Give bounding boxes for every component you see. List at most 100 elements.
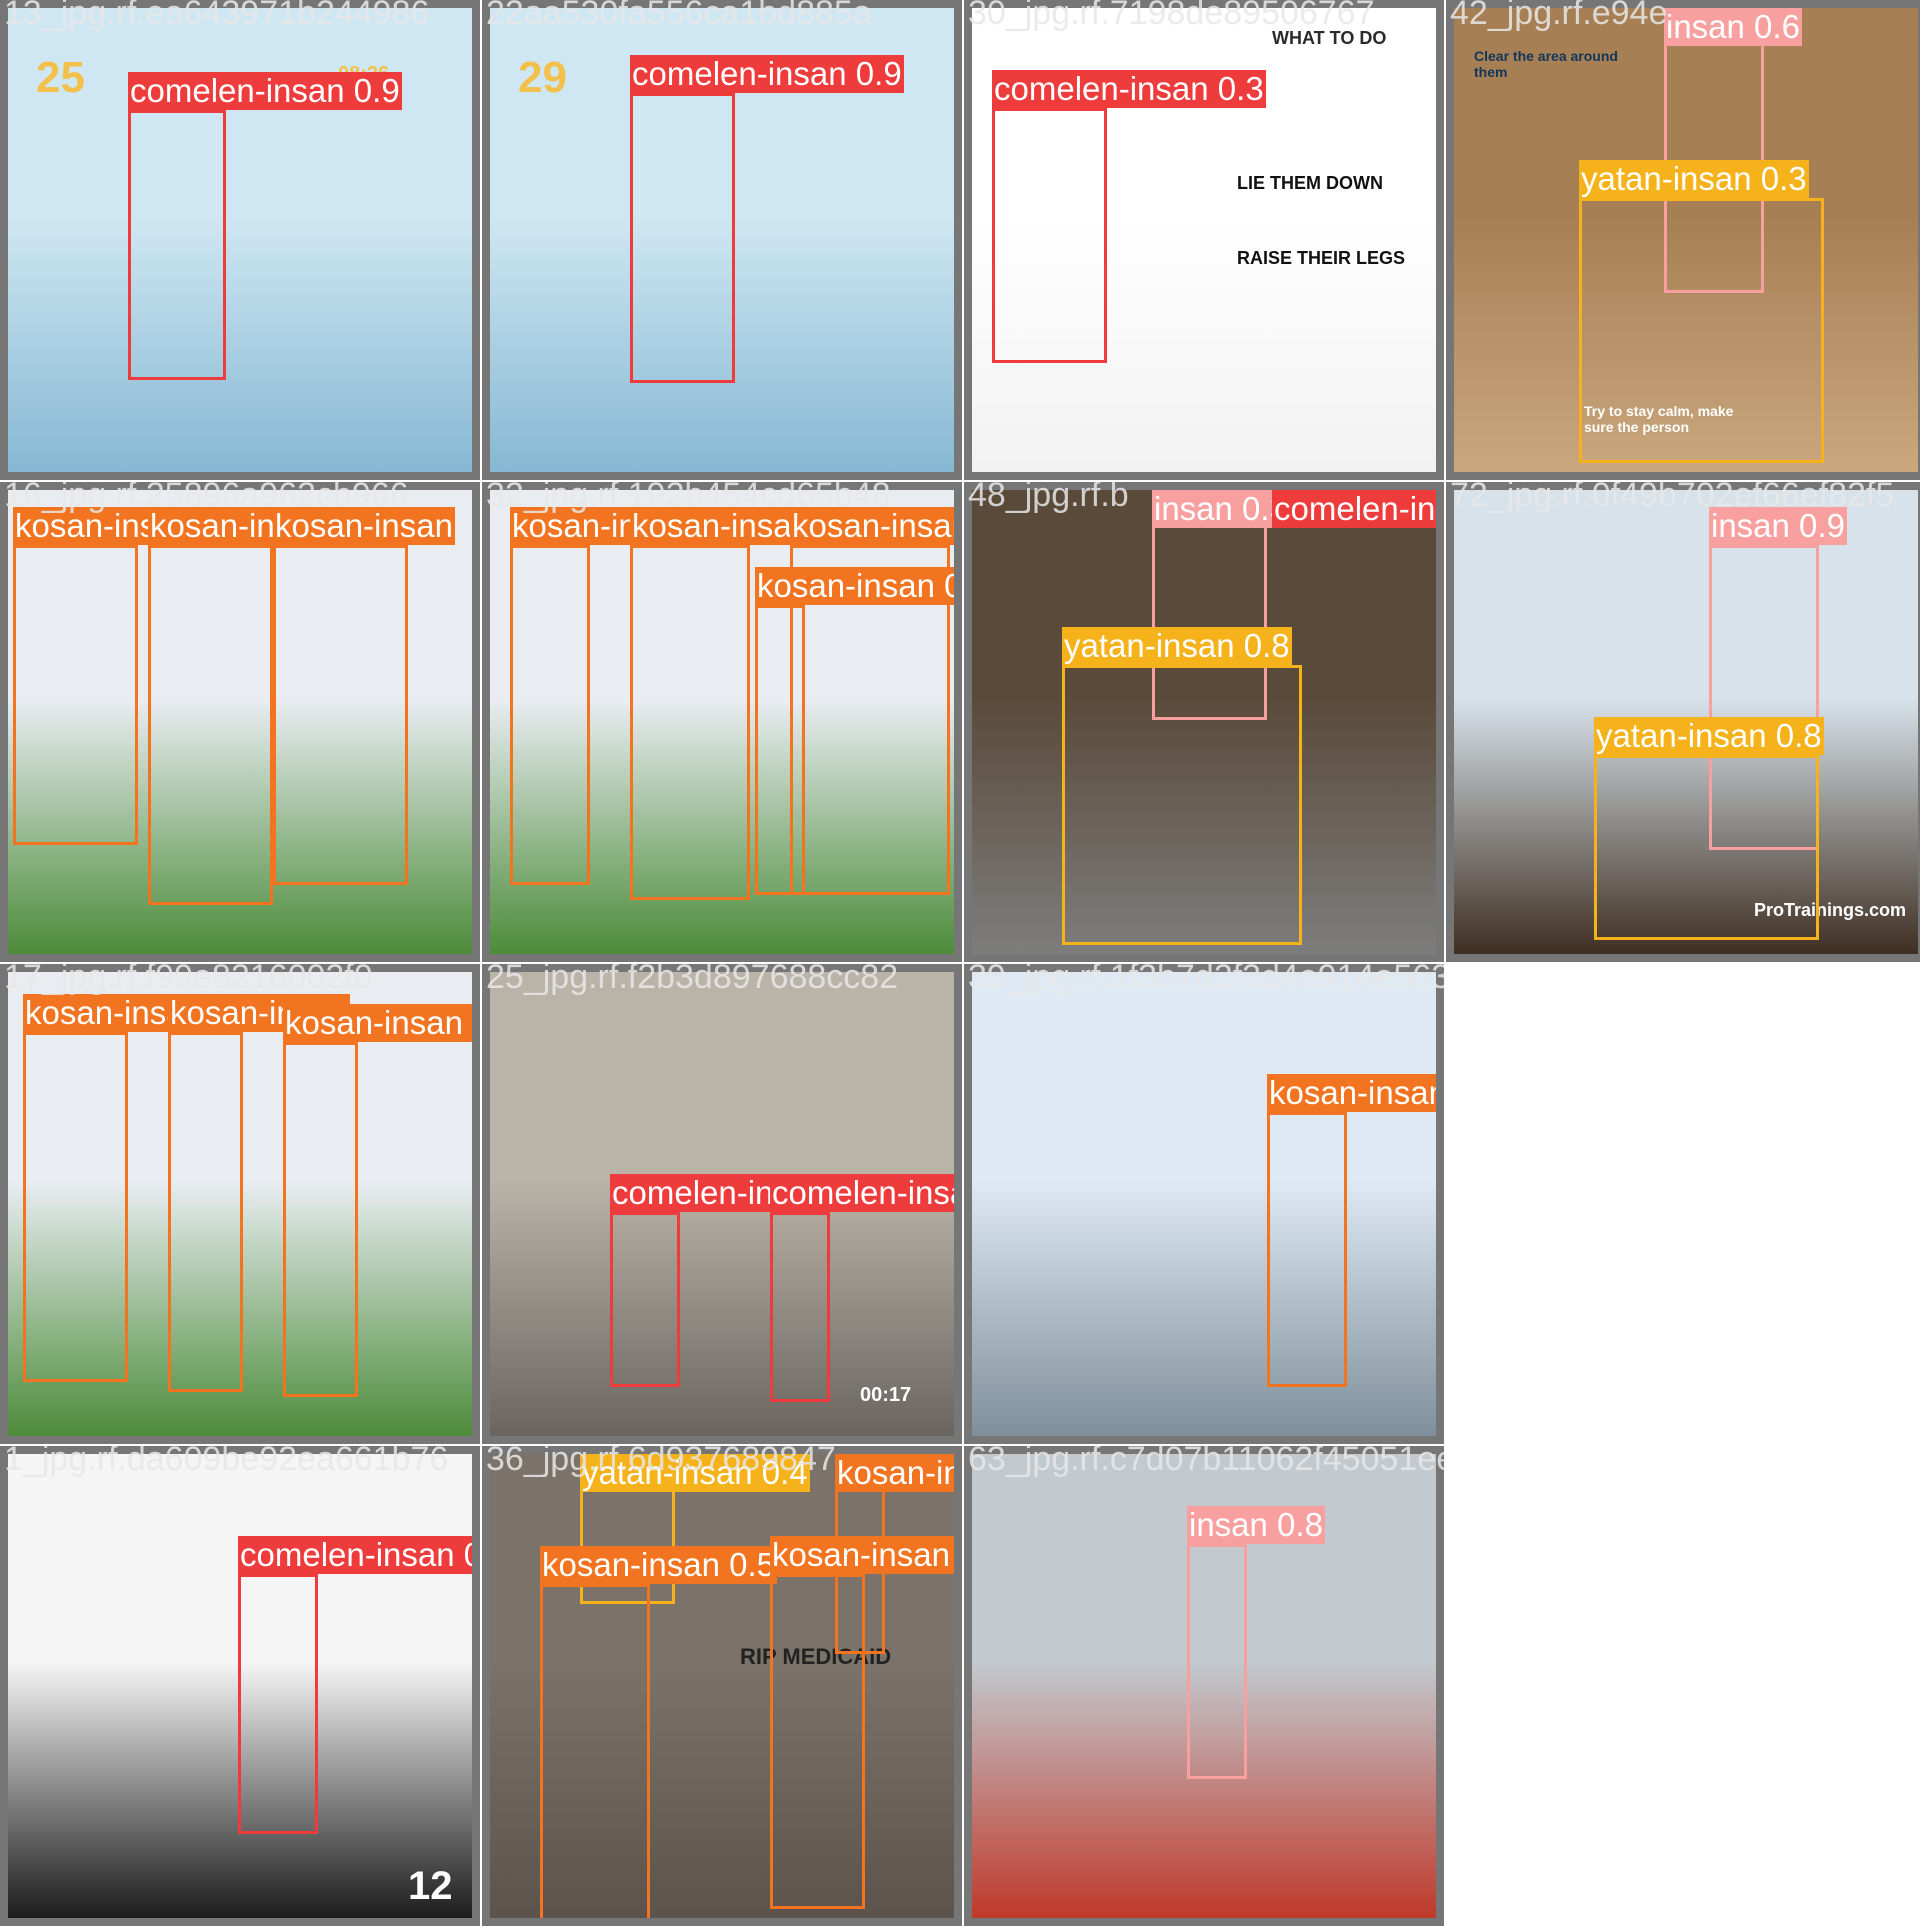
image-text: ProTrainings.com [1754,900,1907,920]
class-name: yatan-insan [1596,717,1767,754]
detection-label: comelen-insan 0.9 [238,1536,472,1574]
bounding-box [790,545,950,895]
class-name: comelen-insan [994,70,1209,107]
class-name: kosan-insan [792,507,954,544]
bounding-box [283,1042,358,1397]
confidence: 0.8 [463,1004,472,1041]
image-thumbnail: WHAT TO DO LIE THEM DOWN RAISE THEIR LEGS c… [972,8,1436,472]
detection-label: comelen-insan 0.9 [1272,490,1436,528]
image-text: RIP MEDICAID [740,1644,892,1669]
bounding-box [540,1584,650,1918]
image-thumbnail: ProTrainings.com insan 0.9 yatan-insan 0.8 [1454,490,1918,954]
image-text: 29 [518,53,567,102]
class-name: kosan-insan [632,507,810,544]
detection-tile: kosan-insan 0.839_jpg.rf.1f3b7d2f3d4e914… [964,964,1444,1444]
bounding-box [23,1032,128,1382]
bounding-box [1579,198,1824,463]
class-name: insan [1711,507,1790,544]
bounding-box [128,110,226,380]
detection-label: kosan-insan 0.5 [540,1546,777,1584]
detection-label: kosan-insan [273,507,455,545]
detection-label: kosan-insan 0.4 [755,567,954,605]
detection-label: kosan-insan 0.4 [835,1454,954,1492]
bounding-box [1267,1112,1347,1387]
confidence: 0.9 [846,55,902,92]
confidence: 0.9 [344,72,400,109]
bounding-box [168,1032,243,1392]
confidence: 0.6 [1744,8,1800,45]
bounding-box [770,1212,830,1402]
detection-label: comelen-insan 0.9 [630,55,904,93]
detection-tile: insan 0.863_jpg.rf.c7d07b11062f45051ee61… [964,1446,1444,1926]
detection-label: kosan-insan 0.8 [283,1004,472,1042]
class-name: yatan-insan [1064,627,1235,664]
detection-label: insan 0.6 [1664,8,1802,46]
detection-label: yatan-insan 0.8 [1594,717,1824,755]
image-text: RAISE THEIR LEGS [1237,248,1406,268]
bounding-box [992,108,1107,363]
detection-tile: WHAT TO DO LIE THEM DOWN RAISE THEIR LEGS c… [964,0,1444,480]
detection-tile: ProTrainings.com insan 0.9 yatan-insan 0.8… [1446,482,1920,962]
detection-label: comelen-insan 0.9 [128,72,402,110]
bounding-box [273,545,408,885]
confidence: 0.4 [944,567,954,604]
image-text: Try to stay calm, make sure the person [1584,403,1734,435]
detection-label: insan 0.9 [1709,507,1847,545]
detection-tile: 2508:26comelen-insan 0.913_jpg.rf.ea6439… [0,0,480,480]
image-thumbnail: kosan-insan 0.8 [972,972,1436,1436]
empty-tile [1446,1446,1920,1926]
bounding-box [510,545,590,885]
detection-label: kosan-insan 0.4 [770,1536,954,1574]
class-name: insan [1666,8,1745,45]
class-name: comelen-insan [130,72,345,109]
class-name: kosan-insan [837,1454,954,1491]
class-name: kosan-insan [275,507,453,544]
bounding-box [1062,665,1302,945]
class-name: kosan-insan [757,567,935,604]
confidence: 0.9 [1789,507,1845,544]
detection-tile: RIP MEDICAID yatan-insan 0.4 kosan-insan 0… [482,1446,962,1926]
class-name: comelen-insan [772,1174,954,1211]
detection-label: insan 0.3 [1152,490,1290,528]
bounding-box [1594,755,1819,940]
class-name: insan [1154,490,1233,527]
image-thumbnail: 2508:26comelen-insan 0.9 [8,8,472,472]
image-thumbnail: 12 comelen-insan 0.9 [8,1454,472,1918]
bounding-box [1187,1544,1247,1779]
bounding-box [148,545,273,905]
image-text: 12 [408,1864,453,1908]
detection-label: comelen-insan 1.0 [770,1174,954,1212]
detection-label: comelen-insan 0.3 [992,70,1266,108]
class-name: kosan-insan [542,1546,720,1583]
confidence: 0.3 [1208,70,1264,107]
bounding-box [13,545,138,845]
image-text: 00:17 [860,1384,912,1406]
class-name: comelen-insan [1274,490,1436,527]
confidence: 0.9 [455,1536,472,1573]
class-name: kosan-insan [285,1004,463,1041]
image-thumbnail: Clear the area around them Try to stay ca… [1454,8,1918,472]
detection-label: yatan-insan 0.3 [1579,160,1809,198]
confidence: 0.8 [1234,627,1290,664]
detection-tile: 29 comelen-insan 0.9 22aa530fa556ca1bd885a [482,0,962,480]
bounding-box [630,93,735,383]
bounding-box [630,545,750,900]
bounding-box [610,1212,680,1387]
image-thumbnail: 29 comelen-insan 0.9 [490,8,954,472]
class-name: kosan-insan [1269,1074,1436,1111]
class-name: yatan-insan [582,1454,753,1491]
detection-label: yatan-insan 0.8 [1062,627,1292,665]
confidence: 0.8 [1766,717,1822,754]
detection-label: insan 0.8 [1187,1506,1325,1544]
image-text: 25 [36,53,85,102]
image-text: LIE THEM DOWN [1237,173,1383,193]
